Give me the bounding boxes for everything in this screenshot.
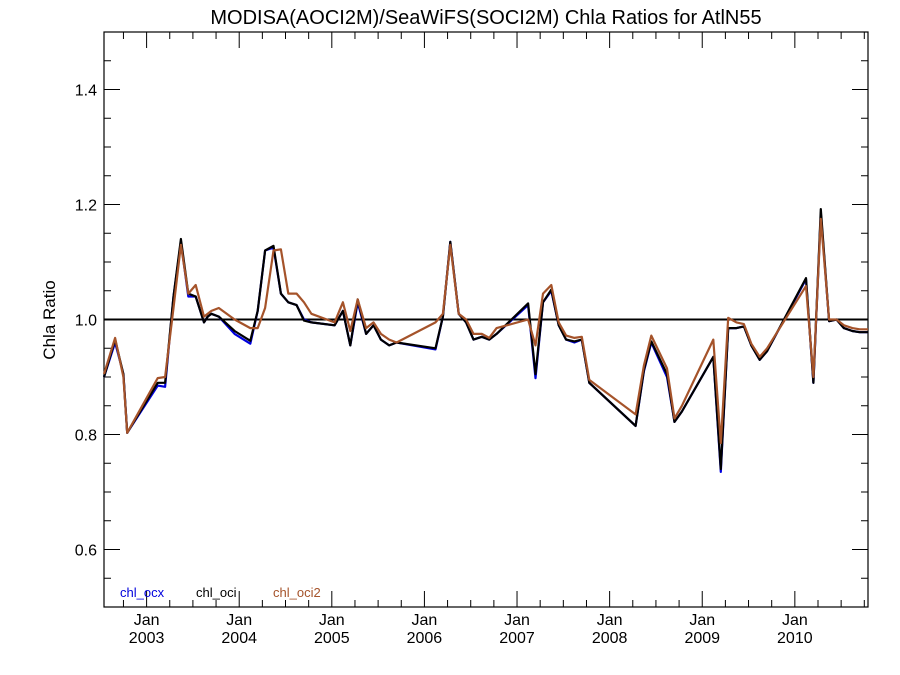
- x-tick-year: 2010: [777, 630, 813, 647]
- y-tick-label: 0.6: [75, 543, 97, 560]
- x-tick-year: 2003: [129, 630, 165, 647]
- axis-tick-labels: 0.60.81.01.21.4Jan2003Jan2004Jan2005Jan2…: [75, 83, 813, 648]
- x-tick-month: Jan: [504, 612, 530, 629]
- x-tick-month: Jan: [412, 612, 438, 629]
- legend-item-chl_oci2: chl_oci2: [273, 585, 321, 600]
- x-tick-month: Jan: [597, 612, 623, 629]
- legend-item-chl_oci: chl_oci: [196, 585, 237, 600]
- series-line-chl_oci: [102, 208, 868, 471]
- y-tick-label: 1.2: [75, 198, 97, 215]
- x-tick-year: 2004: [221, 630, 257, 647]
- y-tick-label: 0.8: [75, 428, 97, 445]
- axis-ticks: [104, 31, 868, 608]
- x-tick-year: 2005: [314, 630, 350, 647]
- x-tick-year: 2006: [407, 630, 443, 647]
- x-tick-month: Jan: [319, 612, 345, 629]
- x-tick-month: Jan: [134, 612, 160, 629]
- y-axis-label: Chla Ratio: [40, 280, 59, 359]
- x-tick-year: 2009: [684, 630, 720, 647]
- series-line-chl_oci2: [102, 217, 868, 445]
- x-tick-month: Jan: [782, 612, 808, 629]
- y-tick-label: 1.4: [75, 83, 97, 100]
- chart-title: MODISA(AOCI2M)/SeaWiFS(SOCI2M) Chla Rati…: [210, 7, 761, 29]
- y-tick-label: 1.0: [75, 313, 97, 330]
- legend: chl_ocx chl_oci chl_oci2: [120, 585, 321, 600]
- x-tick-month: Jan: [689, 612, 715, 629]
- legend-item-chl_ocx: chl_ocx: [120, 585, 165, 600]
- x-tick-year: 2007: [499, 630, 535, 647]
- series-line-chl_ocx: [102, 212, 868, 473]
- x-tick-month: Jan: [226, 612, 252, 629]
- x-tick-year: 2008: [592, 630, 628, 647]
- series-lines: [102, 208, 868, 473]
